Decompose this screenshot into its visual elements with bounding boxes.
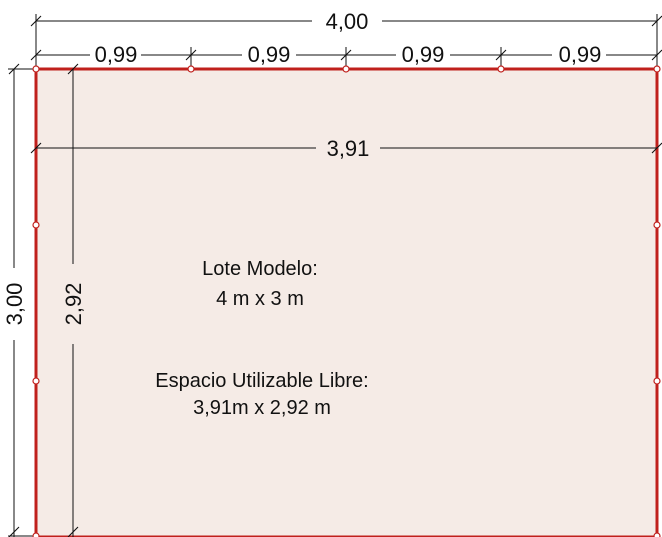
lot-nodes xyxy=(32,65,661,537)
node-marker xyxy=(32,221,40,229)
node-marker xyxy=(342,65,350,73)
segment-3-label: 0,99 xyxy=(402,42,445,67)
node-marker xyxy=(653,65,661,73)
total-height-label: 3,00 xyxy=(2,283,27,326)
segment-2-label: 0,99 xyxy=(248,42,291,67)
node-marker xyxy=(32,377,40,385)
node-marker xyxy=(653,532,661,537)
segment-1-label: 0,99 xyxy=(95,42,138,67)
free-space-title: Espacio Utilizable Libre: xyxy=(155,370,368,392)
segment-4-label: 0,99 xyxy=(559,42,602,67)
node-marker xyxy=(187,65,195,73)
total-width-label: 4,00 xyxy=(326,9,369,34)
inner-height-label: 2,92 xyxy=(61,283,86,326)
node-marker xyxy=(497,65,505,73)
node-marker xyxy=(32,65,40,73)
node-marker xyxy=(653,377,661,385)
inner-width-label: 3,91 xyxy=(327,136,370,161)
inner-height-dimension: 2,92 xyxy=(61,63,86,537)
lot-title: Lote Modelo: xyxy=(202,258,318,280)
lot-size: 4 m x 3 m xyxy=(216,288,304,310)
lot-area xyxy=(34,67,659,537)
total-width-dimension: 4,00 xyxy=(30,9,662,68)
inner-width-dimension: 3,91 xyxy=(30,136,662,161)
node-marker xyxy=(653,221,661,229)
segment-dimensions: 0,99 0,99 0,99 0,99 xyxy=(30,42,662,68)
free-space-size: 3,91m x 2,92 m xyxy=(193,397,331,419)
node-marker xyxy=(32,532,40,537)
total-height-dimension: 3,00 xyxy=(2,63,36,537)
